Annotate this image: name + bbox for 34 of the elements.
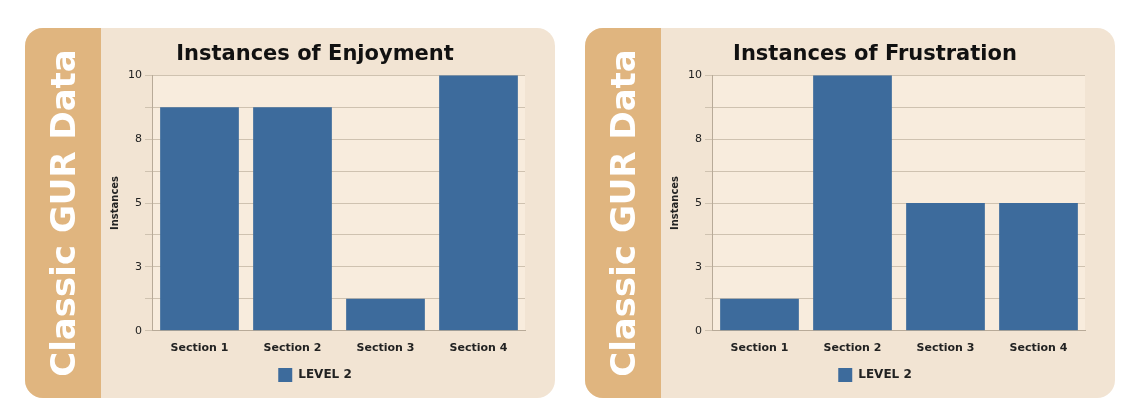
y-tick-label: 0 bbox=[695, 323, 702, 337]
chart-title: Instances of Enjoyment bbox=[176, 41, 454, 66]
bar bbox=[346, 298, 425, 331]
bar bbox=[439, 75, 518, 331]
bar bbox=[720, 298, 799, 331]
y-tick-label: 3 bbox=[695, 259, 702, 273]
y-tick-label: 10 bbox=[128, 68, 142, 82]
y-tick-label: 5 bbox=[695, 195, 702, 209]
bar bbox=[906, 203, 985, 331]
x-tick-label: Section 3 bbox=[916, 341, 975, 355]
bar bbox=[253, 107, 332, 331]
text: Classic GUR Data bbox=[43, 49, 83, 377]
text: Classic GUR Data bbox=[603, 49, 643, 377]
y-tick-label: 8 bbox=[695, 131, 702, 145]
bar bbox=[160, 107, 239, 331]
y-tick-label: 0 bbox=[135, 323, 142, 337]
y-tick-label: 10 bbox=[688, 68, 702, 82]
x-tick-label: Section 2 bbox=[823, 341, 882, 355]
x-tick-label: Section 3 bbox=[356, 341, 415, 355]
chart-title: Instances of Frustration bbox=[733, 41, 1017, 66]
bar bbox=[813, 75, 892, 331]
bar bbox=[999, 203, 1078, 331]
x-tick-label: Section 1 bbox=[170, 341, 229, 355]
legend-label: LEVEL 2 bbox=[858, 367, 912, 382]
legend-label: LEVEL 2 bbox=[298, 367, 352, 382]
x-tick-label: Section 4 bbox=[449, 341, 508, 355]
y-tick-label: 5 bbox=[135, 195, 142, 209]
y-axis-title: Instances bbox=[108, 175, 120, 231]
y-tick-label: 3 bbox=[135, 259, 142, 273]
x-tick-label: Section 1 bbox=[730, 341, 789, 355]
y-tick-label: 8 bbox=[135, 131, 142, 145]
x-tick-label: Section 2 bbox=[263, 341, 322, 355]
y-axis-title: Instances bbox=[668, 175, 680, 231]
x-tick-label: Section 4 bbox=[1009, 341, 1068, 355]
